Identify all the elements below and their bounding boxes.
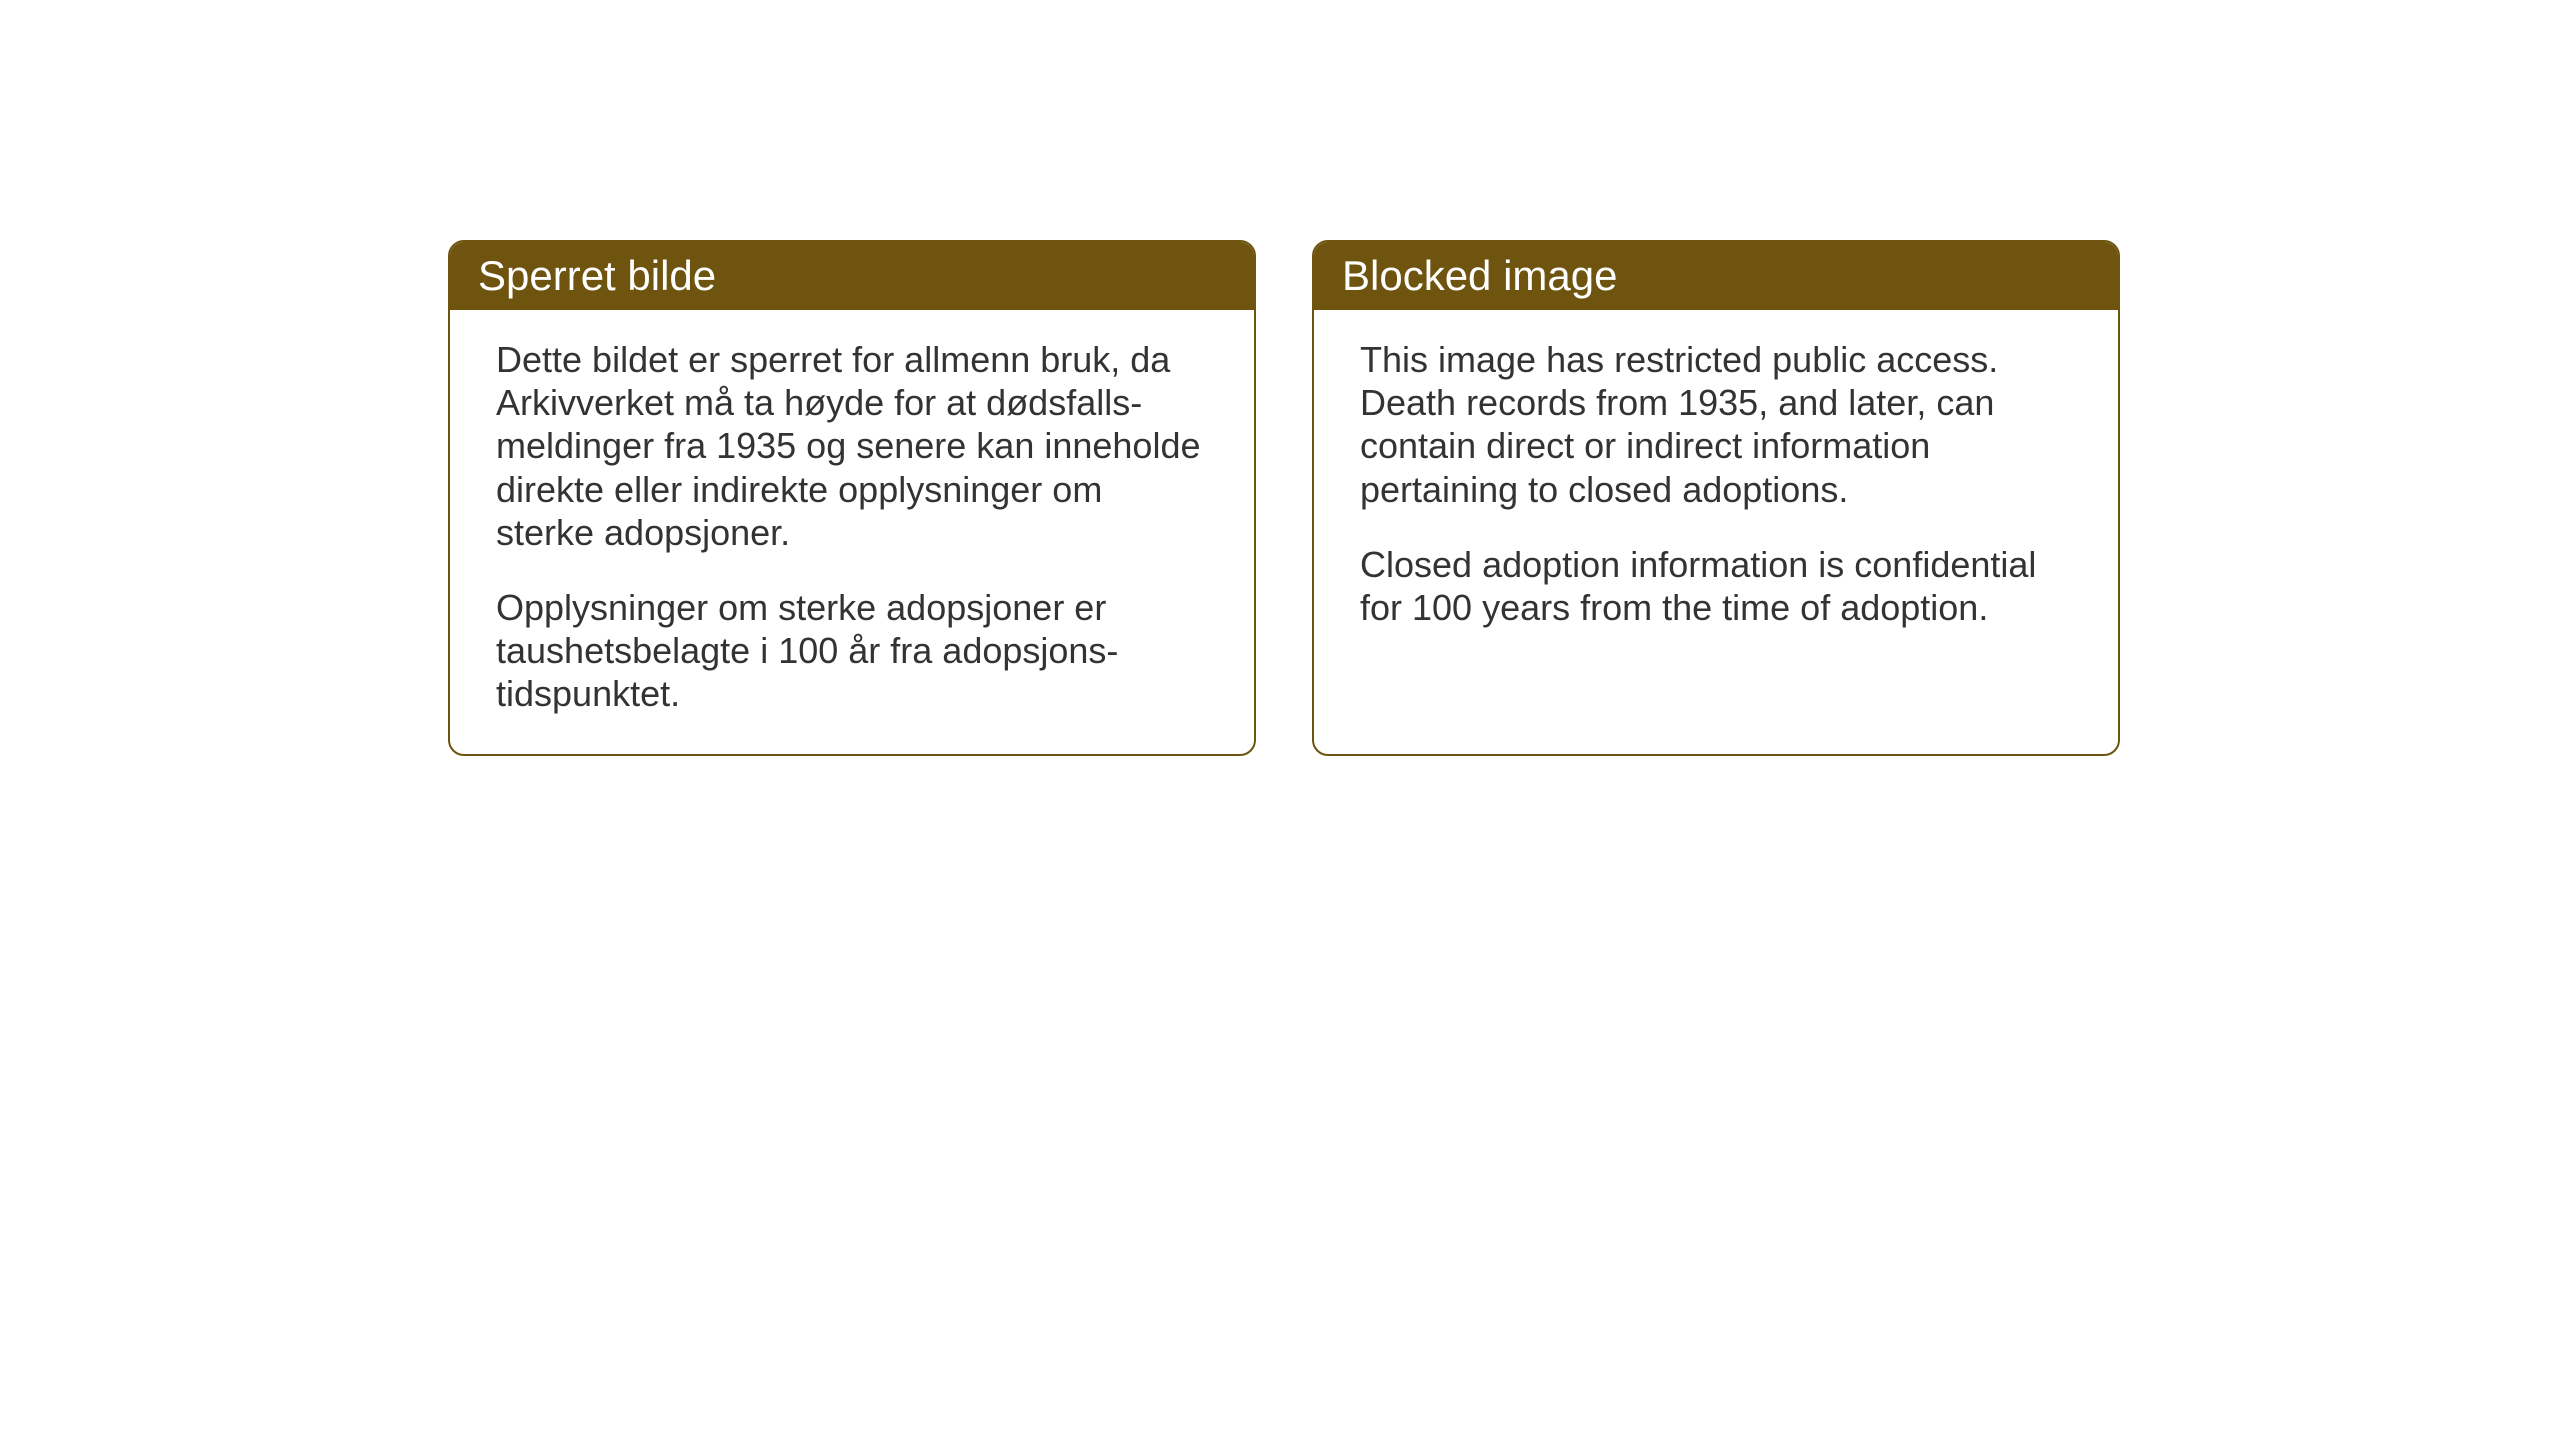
card-paragraph2-norwegian: Opplysninger om sterke adopsjoner er tau… (496, 586, 1208, 716)
card-body-english: This image has restricted public access.… (1314, 310, 2118, 667)
card-paragraph1-english: This image has restricted public access.… (1360, 338, 2072, 511)
card-title-norwegian: Sperret bilde (478, 252, 716, 299)
card-body-norwegian: Dette bildet er sperret for allmenn bruk… (450, 310, 1254, 754)
card-title-english: Blocked image (1342, 252, 1617, 299)
card-header-norwegian: Sperret bilde (450, 242, 1254, 310)
card-header-english: Blocked image (1314, 242, 2118, 310)
card-paragraph1-norwegian: Dette bildet er sperret for allmenn bruk… (496, 338, 1208, 554)
cards-container: Sperret bilde Dette bildet er sperret fo… (448, 240, 2120, 756)
card-paragraph2-english: Closed adoption information is confident… (1360, 543, 2072, 629)
card-norwegian: Sperret bilde Dette bildet er sperret fo… (448, 240, 1256, 756)
card-english: Blocked image This image has restricted … (1312, 240, 2120, 756)
